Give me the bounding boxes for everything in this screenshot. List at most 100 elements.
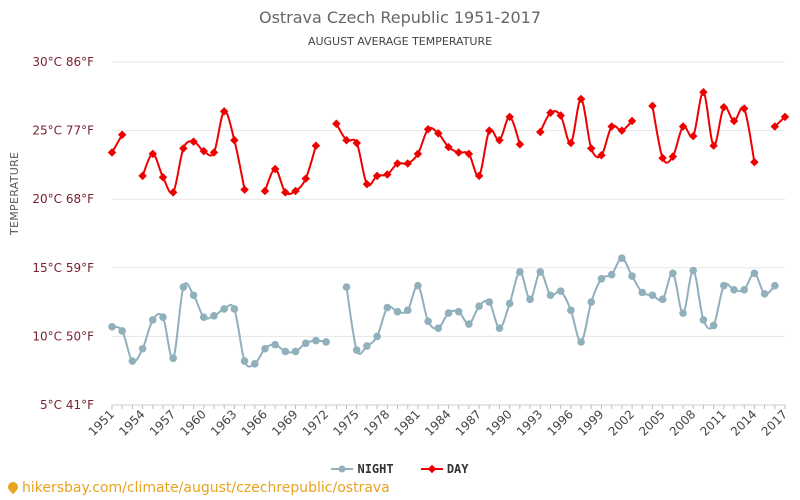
x-tick-label: 2017	[759, 407, 790, 438]
night-point	[505, 299, 514, 308]
night-point	[699, 316, 708, 324]
night-point	[199, 313, 208, 321]
x-tick-label: 1972	[300, 407, 331, 438]
night-point	[230, 305, 239, 313]
night-point	[587, 298, 596, 306]
night-point	[352, 346, 361, 354]
x-tick-label: 1978	[361, 407, 392, 438]
night-point	[240, 357, 249, 365]
legend-day-marker	[420, 464, 443, 474]
night-point	[179, 283, 188, 291]
x-tick-label: 1969	[269, 407, 300, 438]
night-point	[301, 339, 310, 348]
day-point	[352, 138, 361, 148]
night-point	[291, 347, 300, 356]
night-point	[250, 360, 259, 368]
day-point	[107, 148, 117, 157]
night-point	[577, 338, 585, 346]
day-point	[240, 185, 249, 194]
day-point	[607, 122, 616, 131]
day-point	[332, 119, 341, 128]
day-point	[393, 159, 402, 168]
day-point	[148, 149, 158, 159]
day-point	[311, 141, 321, 150]
temperature-chart: 5°C 41°F 10°C 50°F 15°C 59°F 20°C 68°F 25°C …	[32, 55, 790, 439]
night-point	[312, 336, 320, 345]
legend-item-day[interactable]: DAY	[420, 462, 469, 476]
night-point	[618, 254, 626, 262]
legend: NIGHT DAY	[0, 462, 800, 477]
night-point	[403, 306, 412, 315]
night-point	[740, 285, 749, 294]
x-tick-label: 1990	[483, 407, 514, 438]
day-series-line	[539, 98, 633, 159]
night-point	[434, 324, 443, 332]
day-point	[230, 135, 239, 145]
day-point	[495, 135, 504, 145]
night-point	[271, 340, 279, 349]
day-point	[138, 171, 147, 181]
night-point	[709, 321, 718, 330]
day-series-line	[141, 110, 246, 195]
day-point	[270, 164, 280, 174]
x-tick-label: 2002	[606, 407, 637, 438]
y-tick-label: 15°C 59°F	[32, 261, 94, 275]
night-point	[628, 272, 636, 280]
night-point	[322, 338, 330, 346]
x-tick-label: 2014	[728, 407, 759, 438]
y-tick-label: 20°C 68°F	[32, 192, 94, 206]
source-text: hikersbay.com/climate/august/czechrepubl…	[22, 480, 390, 496]
day-point	[454, 148, 463, 157]
night-point	[689, 266, 698, 275]
source-link[interactable]: hikersbay.com/climate/august/czechrepubl…	[5, 479, 390, 496]
day-series-line	[651, 91, 756, 164]
legend-item-night[interactable]: NIGHT	[331, 462, 394, 476]
night-point	[281, 347, 290, 356]
night-point	[495, 324, 504, 332]
night-point	[373, 332, 381, 341]
night-point	[424, 317, 432, 326]
x-tick-label: 1987	[453, 407, 484, 438]
y-tick-label: 5°C 41°F	[40, 398, 94, 412]
y-tick-label: 10°C 50°F	[32, 329, 94, 343]
day-point	[536, 127, 545, 137]
day-point	[168, 188, 178, 197]
night-point	[750, 269, 759, 278]
day-point	[464, 149, 474, 159]
day-point	[505, 112, 514, 122]
night-point	[546, 291, 555, 300]
day-point	[199, 146, 209, 156]
night-point	[638, 288, 647, 297]
night-point	[383, 303, 392, 312]
day-point	[576, 94, 586, 104]
night-point	[536, 268, 545, 276]
night-point	[597, 274, 606, 283]
day-point	[648, 101, 657, 111]
day-point	[117, 130, 127, 139]
day-point	[699, 87, 708, 97]
night-point	[148, 316, 157, 324]
night-point	[108, 322, 116, 331]
night-point	[210, 312, 218, 320]
x-tick-label: 1984	[422, 407, 453, 438]
chart-subtitle: AUGUST AVERAGE TEMPERATURE	[307, 35, 493, 48]
night-point	[138, 344, 147, 353]
x-tick-label: 1957	[147, 407, 178, 438]
night-point	[648, 291, 657, 300]
night-point	[526, 295, 534, 304]
night-point	[516, 268, 524, 276]
night-series-line	[345, 257, 776, 355]
night-point	[363, 342, 371, 350]
day-point	[658, 153, 667, 163]
x-tick-label: 1993	[514, 407, 545, 438]
night-point	[485, 298, 494, 306]
x-tick-label: 2008	[667, 407, 698, 438]
day-point	[383, 170, 392, 179]
day-point	[281, 188, 290, 197]
x-tick-label: 1963	[208, 407, 239, 438]
x-tick-label: 1999	[575, 407, 606, 438]
night-point	[342, 283, 351, 291]
night-point	[607, 270, 616, 279]
x-tick-label: 1996	[544, 407, 575, 438]
day-point	[423, 124, 433, 134]
